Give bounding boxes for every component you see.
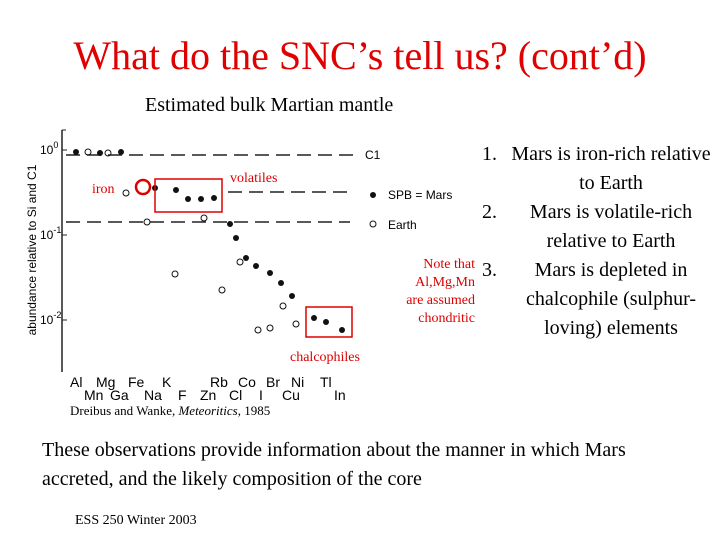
tick-exponent: -2 bbox=[53, 310, 61, 320]
legend-dot bbox=[370, 192, 376, 198]
tick-base: 10 bbox=[40, 143, 54, 157]
y-axis-label: abundance relative to Si and C1 bbox=[25, 164, 39, 335]
open-dots bbox=[84, 148, 300, 334]
element-label: Al bbox=[70, 374, 82, 390]
element-label: Br bbox=[266, 374, 280, 390]
highlight-circle bbox=[134, 178, 152, 196]
element-label: Co bbox=[238, 374, 256, 390]
tick-exponent: -1 bbox=[53, 225, 61, 235]
element-label: Tl bbox=[320, 374, 332, 390]
annotation: volatiles bbox=[230, 171, 277, 186]
citation-year: , 1985 bbox=[238, 403, 271, 418]
element-label: Mg bbox=[96, 374, 115, 390]
element-label: Na bbox=[144, 387, 162, 403]
annotation: chalcophiles bbox=[290, 350, 360, 365]
y-tick-label: 10-1 bbox=[40, 225, 61, 242]
point-list: Mars is iron-rich relative to EarthMars … bbox=[484, 140, 716, 343]
element-label: Ni bbox=[291, 374, 304, 390]
slide-title: What do the SNC’s tell us? (cont’d) bbox=[73, 33, 647, 78]
element-label: Cl bbox=[229, 387, 242, 403]
tick-exponent: 0 bbox=[53, 140, 58, 150]
element-label: Rb bbox=[210, 374, 228, 390]
footer: ESS 250 Winter 2003 bbox=[75, 513, 197, 528]
point: Mars is depleted in chalcophile (sulphur… bbox=[502, 256, 716, 343]
highlight-box bbox=[154, 178, 223, 213]
note-line: Al,Mg,Mn bbox=[415, 275, 475, 290]
element-label: K bbox=[162, 374, 172, 390]
element-label: In bbox=[334, 387, 346, 403]
filled-dots bbox=[73, 149, 345, 333]
tick-base: 10 bbox=[40, 228, 54, 242]
highlight-box bbox=[305, 306, 353, 338]
annotation: iron bbox=[92, 182, 115, 197]
reference-label: Earth bbox=[388, 218, 417, 232]
element-label: Fe bbox=[128, 374, 145, 390]
legend-dot bbox=[369, 220, 377, 228]
note-line: Note that bbox=[423, 257, 475, 272]
point: Mars is iron-rich relative to Earth bbox=[502, 140, 716, 198]
conclusion: These observations provide information a… bbox=[42, 439, 626, 490]
point: Mars is volatile-rich relative to Earth bbox=[502, 198, 716, 256]
citation: Dreibus and Wanke, Meteoritics, 1985 bbox=[70, 403, 270, 418]
y-tick-label: 10-2 bbox=[40, 310, 61, 327]
y-tick-label: 100 bbox=[40, 140, 58, 157]
element-label: Zn bbox=[200, 387, 216, 403]
reference-label: C1 bbox=[365, 148, 381, 162]
figure: iron volatiles chalcophiles C1 SPB = Mar… bbox=[25, 129, 475, 418]
subtitle: Estimated bulk Martian mantle bbox=[145, 94, 394, 116]
element-label: I bbox=[259, 387, 263, 403]
note-line: are assumed bbox=[406, 293, 475, 308]
element-label: Ga bbox=[110, 387, 129, 403]
reference-label: SPB = Mars bbox=[388, 188, 452, 202]
element-label: F bbox=[178, 387, 187, 403]
element-label: Mn bbox=[84, 387, 103, 403]
note-line: chondritic bbox=[418, 311, 475, 326]
citation-authors: Dreibus and Wanke, bbox=[70, 403, 178, 418]
tick-base: 10 bbox=[40, 313, 54, 327]
element-label: Cu bbox=[282, 387, 300, 403]
citation-journal: Meteoritics bbox=[177, 403, 237, 418]
